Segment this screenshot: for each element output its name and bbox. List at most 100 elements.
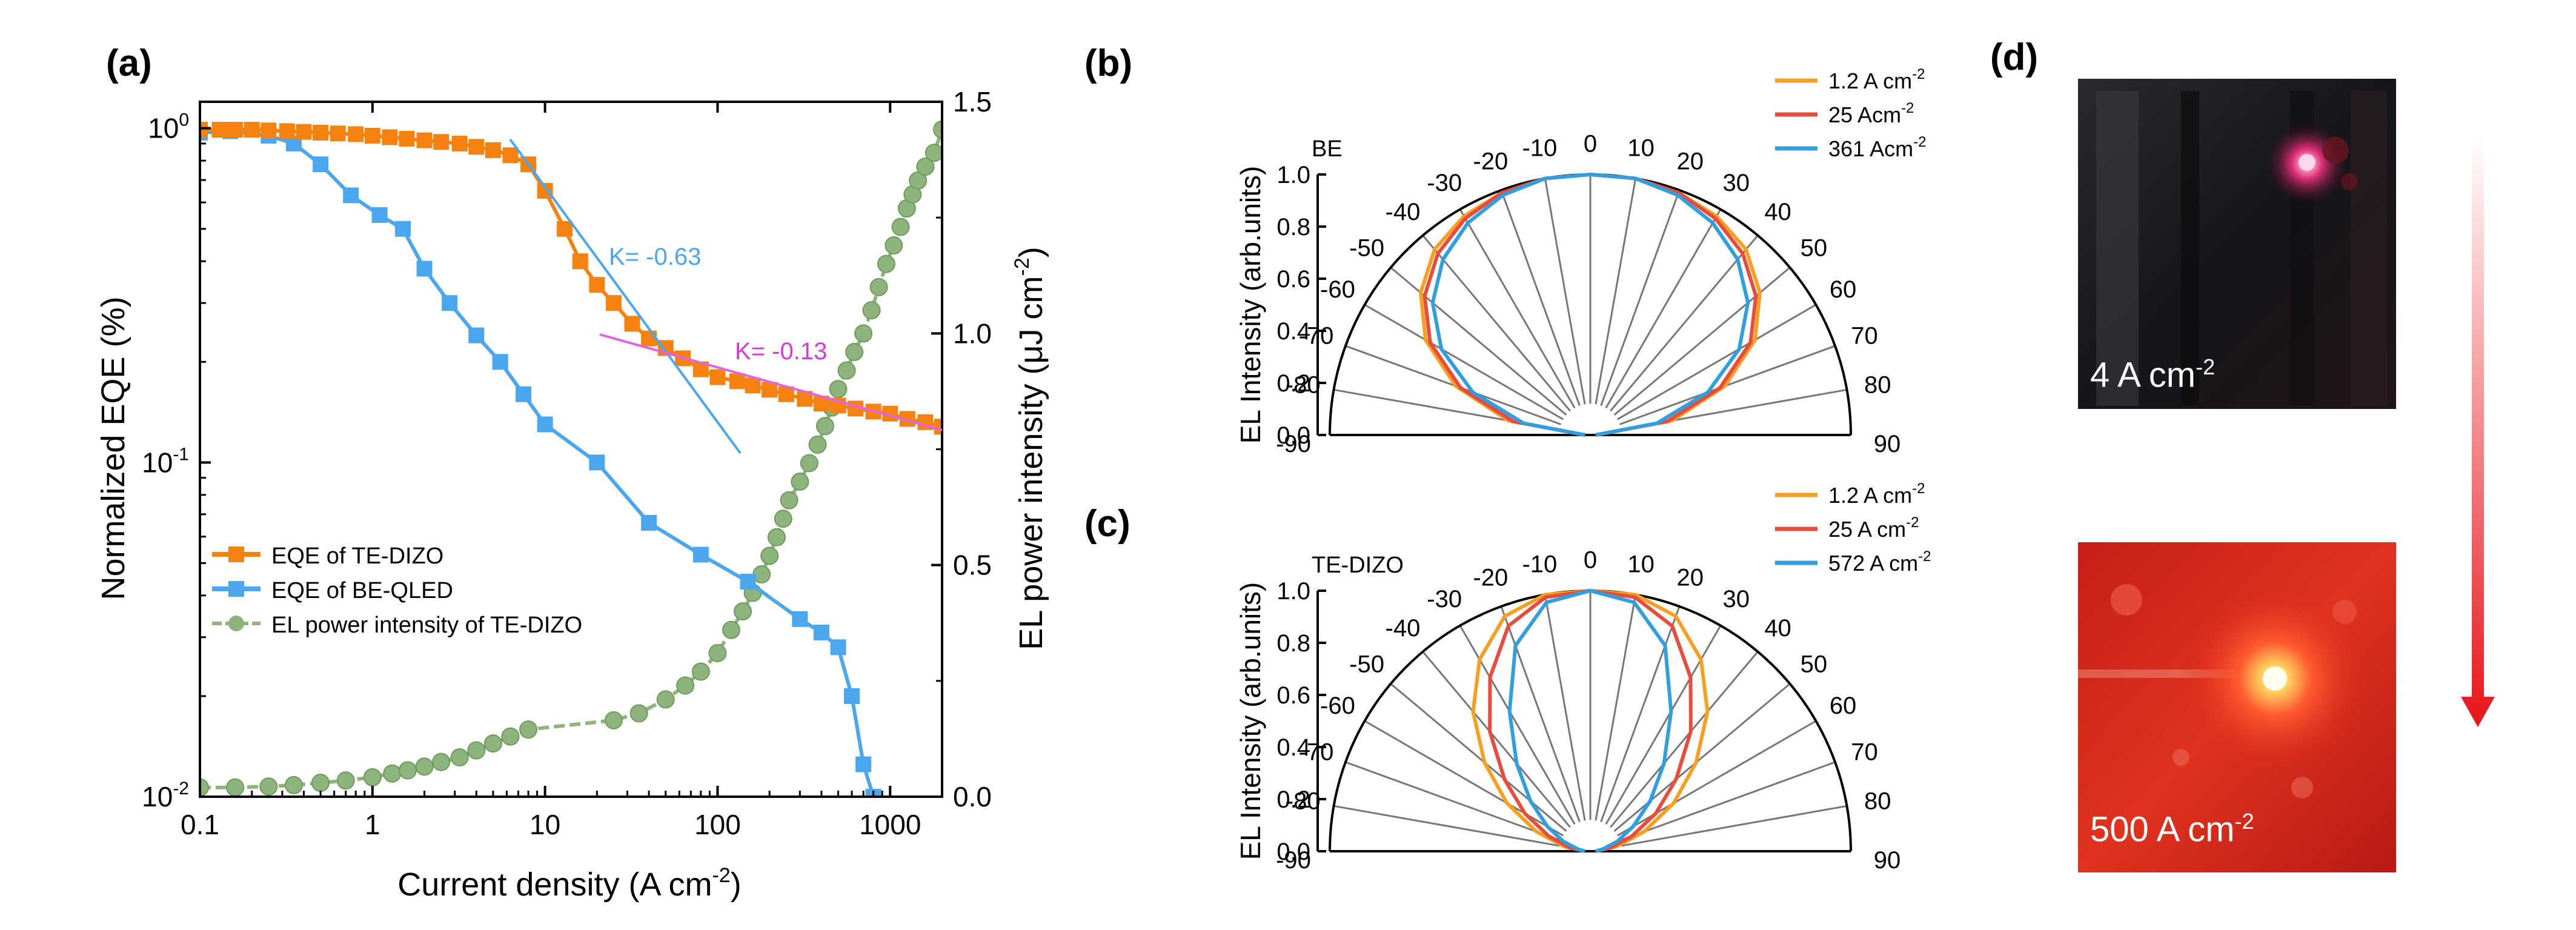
legend-item-te-dizo: EQE of TE-DIZO bbox=[212, 543, 443, 569]
chart-b-spoke-10 bbox=[1595, 178, 1637, 405]
point-eqe-of-te-dizo-12 bbox=[399, 131, 415, 147]
point-eqe-of-be-qled-16 bbox=[692, 546, 709, 563]
chart-b-angle-label-1: -80 bbox=[1286, 371, 1321, 398]
chart-b-legend-label-2: 361 Acm-2 bbox=[1828, 134, 1926, 161]
point-eqe-of-be-qled-8 bbox=[416, 261, 433, 277]
point-eqe-of-be-qled-12 bbox=[516, 386, 532, 402]
chart-c-angle-label-4: -50 bbox=[1349, 651, 1384, 677]
point-eqe-of-te-dizo-14 bbox=[433, 134, 450, 150]
legend-item-be-qled: EQE of BE-QLED bbox=[212, 578, 453, 603]
point-el-power-intensity-of-te-dizo-19 bbox=[676, 676, 695, 695]
chart-c-spoke-16 bbox=[1619, 761, 1836, 842]
point-eqe-of-te-dizo-5 bbox=[279, 123, 295, 139]
y-tick-label-0: 100 bbox=[148, 110, 189, 144]
chart-a-series-area bbox=[200, 120, 942, 797]
point-eqe-of-be-qled-7 bbox=[394, 221, 411, 237]
chart-b-series-2 bbox=[1430, 172, 1750, 437]
point-el-power-intensity-of-te-dizo-47 bbox=[916, 158, 935, 176]
chart-c-angle-label-8: -10 bbox=[1522, 551, 1557, 578]
point-el-power-intensity-of-te-dizo-10 bbox=[432, 752, 451, 771]
photo-caption-holder-2: 500 A cm-2 bbox=[2078, 542, 2396, 872]
point-el-power-intensity-of-te-dizo-40 bbox=[869, 277, 888, 296]
point-eqe-of-be-qled-13 bbox=[537, 416, 553, 433]
point-eqe-of-te-dizo-22 bbox=[572, 253, 588, 270]
chart-c-spoke-4 bbox=[1390, 683, 1567, 832]
point-el-power-intensity-of-te-dizo-15 bbox=[519, 720, 538, 739]
chart-c-spoke-17 bbox=[1621, 805, 1847, 847]
point-eqe-of-te-dizo-13 bbox=[416, 132, 433, 148]
y2-tick-label-2: 1.0 bbox=[953, 317, 992, 349]
point-el-power-intensity-of-te-dizo-23 bbox=[734, 602, 752, 621]
point-el-power-intensity-of-te-dizo-37 bbox=[845, 342, 864, 361]
point-eqe-of-te-dizo-8 bbox=[330, 125, 346, 142]
point-el-power-intensity-of-te-dizo-32 bbox=[808, 435, 827, 454]
chart-c-spoke-7 bbox=[1500, 606, 1581, 823]
point-eqe-of-te-dizo-10 bbox=[364, 127, 380, 144]
chart-c-r-tick-label-0: 0.0 bbox=[1276, 839, 1310, 865]
point-el-power-intensity-of-te-dizo-2 bbox=[259, 777, 278, 796]
panel-label-c: (c) bbox=[1084, 503, 1130, 545]
chart-c-angle-label-2: -70 bbox=[1299, 739, 1334, 765]
chart-c-angle-label-16: 70 bbox=[1851, 739, 1878, 765]
x-tick-label-1: 1 bbox=[365, 809, 380, 840]
point-eqe-of-te-dizo-2 bbox=[227, 122, 244, 138]
point-el-power-intensity-of-te-dizo-5 bbox=[336, 771, 355, 790]
point-el-power-intensity-of-te-dizo-41 bbox=[877, 254, 895, 273]
legend-item-el-power: EL power intensity of TE-DIZO bbox=[212, 613, 582, 638]
point-eqe-of-be-qled-6 bbox=[371, 207, 388, 223]
chart-b-r-tick-label-5: 1.0 bbox=[1276, 162, 1310, 188]
chart-c-spoke-15 bbox=[1616, 720, 1817, 837]
point-eqe-of-te-dizo-9 bbox=[348, 126, 364, 142]
chart-b-angle-label-4: -50 bbox=[1349, 234, 1384, 261]
y2-tick-label-1: 0.5 bbox=[953, 550, 992, 581]
point-eqe-of-te-dizo-16 bbox=[468, 139, 485, 155]
point-el-power-intensity-of-te-dizo-42 bbox=[885, 236, 903, 255]
photo-low-current bbox=[2078, 79, 2396, 409]
point-eqe-of-be-qled-18 bbox=[792, 611, 808, 627]
chart-a: 0.1 1 10 100 1000 100 10-1 10-2 0.0 0.5 1.0 1.5 K= … bbox=[95, 86, 1049, 903]
x-tick-label-0: 0.1 bbox=[181, 809, 219, 840]
point-el-power-intensity-of-te-dizo-11 bbox=[450, 748, 469, 767]
chart-c-spoke-1 bbox=[1333, 805, 1560, 847]
point-el-power-intensity-of-te-dizo-18 bbox=[656, 690, 675, 709]
point-el-power-intensity-of-te-dizo-9 bbox=[415, 757, 434, 776]
chart-c-angle-label-12: 30 bbox=[1723, 586, 1750, 613]
chart-a-xlabel: Current density (A cm-2) bbox=[397, 864, 741, 903]
point-eqe-of-te-dizo-15 bbox=[451, 135, 468, 151]
point-eqe-of-te-dizo-24 bbox=[605, 295, 622, 311]
arrow-gradient-icon bbox=[2461, 136, 2495, 727]
point-el-power-intensity-of-te-dizo-27 bbox=[767, 528, 786, 546]
chart-b-spoke-14 bbox=[1613, 267, 1791, 416]
point-el-power-intensity-of-te-dizo-35 bbox=[829, 380, 848, 399]
chart-c-angle-label-9: 0 bbox=[1584, 546, 1597, 573]
point-el-power-intensity-of-te-dizo-26 bbox=[760, 546, 779, 565]
series-line-eqe-of-be-qled bbox=[200, 129, 875, 797]
point-eqe-of-be-qled-19 bbox=[813, 624, 829, 640]
chart-c-legend-label-2: 572 A cm-2 bbox=[1828, 548, 1931, 576]
chart-b-spoke-15 bbox=[1616, 304, 1817, 420]
chart-b-spoke-7 bbox=[1500, 190, 1581, 407]
chart-b-r-tick-label-0: 0.0 bbox=[1276, 422, 1310, 449]
point-el-power-intensity-of-te-dizo-36 bbox=[837, 361, 856, 380]
point-el-power-intensity-of-te-dizo-8 bbox=[398, 761, 417, 780]
chart-c-angle-label-15: 60 bbox=[1830, 693, 1857, 719]
chart-c-angle-label-6: -30 bbox=[1427, 586, 1462, 613]
x-tick-label-3: 100 bbox=[694, 809, 741, 840]
point-eqe-of-te-dizo-21 bbox=[557, 221, 573, 237]
chart-c-spoke-2 bbox=[1345, 761, 1562, 842]
y-tick-label-2: 10-2 bbox=[142, 779, 189, 812]
chart-c-angle-label-17: 80 bbox=[1864, 788, 1891, 814]
chart-c-angle-label-3: -60 bbox=[1320, 693, 1355, 719]
chart-c-angle-label-18: 90 bbox=[1874, 847, 1901, 874]
point-el-power-intensity-of-te-dizo-39 bbox=[862, 301, 881, 320]
point-eqe-of-te-dizo-26 bbox=[641, 330, 657, 347]
fit-line-k013 bbox=[599, 333, 943, 431]
chart-c-spoke-11 bbox=[1600, 606, 1681, 823]
chart-c-ylabel: EL Intensity (arb.units) bbox=[1235, 582, 1266, 860]
point-el-power-intensity-of-te-dizo-13 bbox=[483, 734, 502, 753]
chart-b-r-tick-label-3: 0.6 bbox=[1276, 266, 1310, 293]
chart-c-r-tick-label-4: 0.8 bbox=[1276, 630, 1310, 657]
point-eqe-of-te-dizo-25 bbox=[624, 316, 640, 332]
chart-c-r-tick-label-3: 0.6 bbox=[1276, 682, 1310, 709]
